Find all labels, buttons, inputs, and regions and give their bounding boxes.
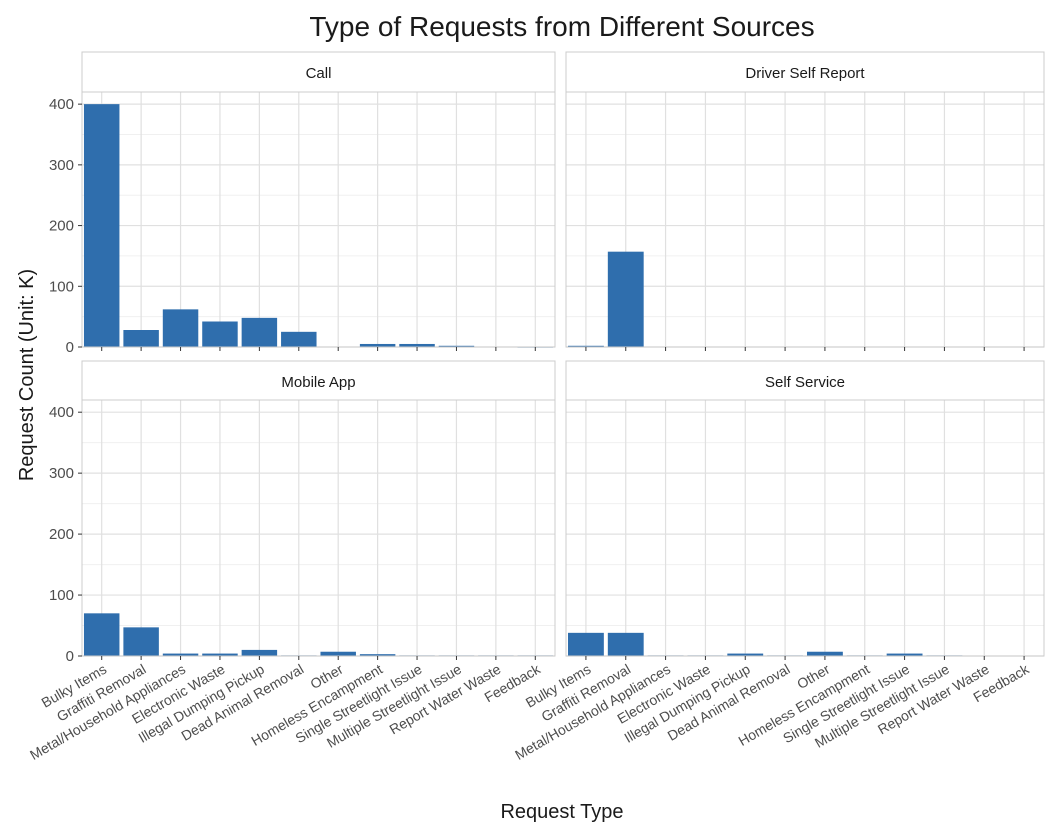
bar xyxy=(607,632,644,656)
facet-strip-label: Call xyxy=(306,65,332,82)
bar xyxy=(162,653,199,656)
bar xyxy=(162,309,199,347)
panel-border xyxy=(565,91,1045,348)
bar xyxy=(241,317,278,347)
y-tick-label: 300 xyxy=(49,157,74,174)
bar xyxy=(359,343,396,347)
y-tick-label: 100 xyxy=(49,278,74,295)
facet-strip-label: Driver Self Report xyxy=(745,65,865,82)
bar xyxy=(399,343,435,347)
bar xyxy=(567,632,604,656)
bar xyxy=(607,251,644,347)
bar xyxy=(281,331,317,347)
bar xyxy=(320,651,356,656)
y-tick-label: 200 xyxy=(49,218,74,235)
y-tick-label: 300 xyxy=(49,465,74,482)
bar xyxy=(727,653,764,656)
bar xyxy=(886,653,923,656)
bar xyxy=(83,613,120,656)
bar xyxy=(123,627,159,656)
facet-strip xyxy=(81,360,556,402)
facet-strip xyxy=(565,51,1045,93)
panel-border xyxy=(565,399,1045,657)
facet-panels: Call 0 100 200 300 400 Driver Self Report Mobil… xyxy=(27,51,1045,763)
bar xyxy=(438,345,475,347)
y-tick-label: 200 xyxy=(49,526,74,543)
facet-strip-label: Self Service xyxy=(765,374,845,391)
x-axis-title: Request Type xyxy=(500,801,623,823)
chart-title: Type of Requests from Different Sources xyxy=(309,11,814,42)
bar xyxy=(359,654,396,656)
facet-strip-label: Mobile App xyxy=(281,374,355,391)
y-tick-label: 0 xyxy=(66,648,74,665)
y-tick-label: 400 xyxy=(49,96,74,113)
bar xyxy=(202,653,238,656)
bar xyxy=(567,345,604,347)
panel-border xyxy=(81,91,556,348)
panel-background xyxy=(566,400,1044,656)
bar xyxy=(123,330,159,347)
y-tick-label: 100 xyxy=(49,587,74,604)
x-tick-label: Metal/Household Appliances xyxy=(27,661,188,763)
y-axis-title: Request Count (Unit: K) xyxy=(16,269,38,481)
facet-strip xyxy=(81,51,556,93)
y-tick-label: 400 xyxy=(49,404,74,421)
facet-panel: Call 0 100 200 300 400 xyxy=(49,51,556,356)
facet-panel: Driver Self Report xyxy=(565,51,1045,351)
panel-background xyxy=(82,400,555,656)
y-tick-label: 0 xyxy=(66,339,74,356)
bar xyxy=(202,321,238,347)
bar xyxy=(241,649,278,656)
panel-border xyxy=(81,399,556,657)
panel-background xyxy=(82,92,555,347)
bar xyxy=(806,651,843,656)
bar xyxy=(83,104,120,348)
